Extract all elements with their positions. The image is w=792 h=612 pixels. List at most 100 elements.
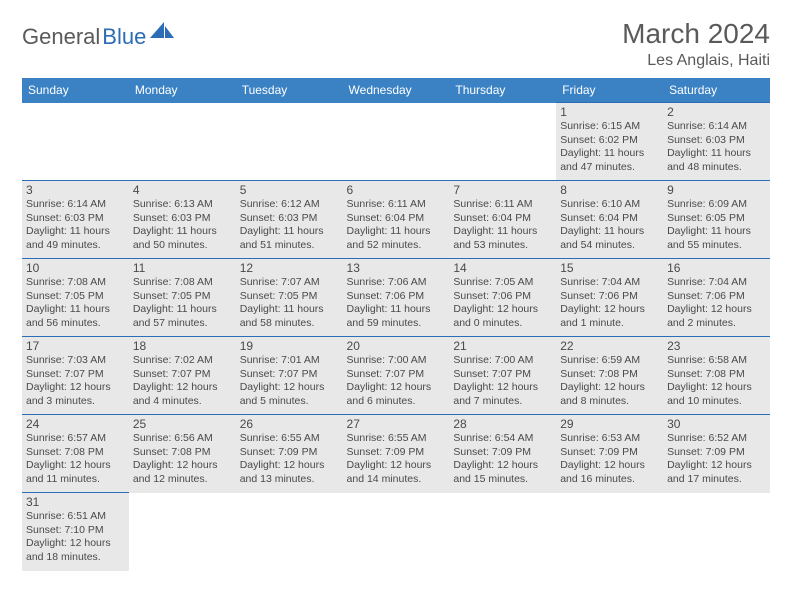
sunset-text: Sunset: 6:04 PM (453, 212, 552, 226)
daylight-text: Daylight: 12 hours and 16 minutes. (560, 459, 659, 486)
day-number: 26 (240, 417, 339, 431)
empty-cell (236, 103, 343, 181)
sunrise-text: Sunrise: 7:08 AM (133, 276, 232, 290)
day-number: 17 (26, 339, 125, 353)
day-number: 5 (240, 183, 339, 197)
day-number: 30 (667, 417, 766, 431)
daylight-text: Daylight: 11 hours and 50 minutes. (133, 225, 232, 252)
sunrise-text: Sunrise: 6:56 AM (133, 432, 232, 446)
day-info: Sunrise: 6:55 AMSunset: 7:09 PMDaylight:… (240, 432, 339, 487)
day-number: 28 (453, 417, 552, 431)
daylight-text: Daylight: 12 hours and 18 minutes. (26, 537, 125, 564)
daylight-text: Daylight: 11 hours and 51 minutes. (240, 225, 339, 252)
day-info: Sunrise: 6:52 AMSunset: 7:09 PMDaylight:… (667, 432, 766, 487)
day-cell-31: 31Sunrise: 6:51 AMSunset: 7:10 PMDayligh… (22, 493, 129, 571)
day-info: Sunrise: 6:54 AMSunset: 7:09 PMDaylight:… (453, 432, 552, 487)
day-cell-24: 24Sunrise: 6:57 AMSunset: 7:08 PMDayligh… (22, 415, 129, 493)
daylight-text: Daylight: 11 hours and 48 minutes. (667, 147, 766, 174)
daylight-text: Daylight: 11 hours and 53 minutes. (453, 225, 552, 252)
sunset-text: Sunset: 6:05 PM (667, 212, 766, 226)
day-info: Sunrise: 6:15 AMSunset: 6:02 PMDaylight:… (560, 120, 659, 175)
day-cell-26: 26Sunrise: 6:55 AMSunset: 7:09 PMDayligh… (236, 415, 343, 493)
empty-cell (556, 493, 663, 571)
day-number: 6 (347, 183, 446, 197)
day-cell-28: 28Sunrise: 6:54 AMSunset: 7:09 PMDayligh… (449, 415, 556, 493)
daylight-text: Daylight: 12 hours and 15 minutes. (453, 459, 552, 486)
day-info: Sunrise: 7:03 AMSunset: 7:07 PMDaylight:… (26, 354, 125, 409)
day-info: Sunrise: 6:14 AMSunset: 6:03 PMDaylight:… (667, 120, 766, 175)
day-number: 12 (240, 261, 339, 275)
day-cell-16: 16Sunrise: 7:04 AMSunset: 7:06 PMDayligh… (663, 259, 770, 337)
day-cell-13: 13Sunrise: 7:06 AMSunset: 7:06 PMDayligh… (343, 259, 450, 337)
sunrise-text: Sunrise: 7:04 AM (560, 276, 659, 290)
sunset-text: Sunset: 7:09 PM (560, 446, 659, 460)
day-cell-2: 2Sunrise: 6:14 AMSunset: 6:03 PMDaylight… (663, 103, 770, 181)
sunrise-text: Sunrise: 6:11 AM (347, 198, 446, 212)
sunset-text: Sunset: 6:04 PM (347, 212, 446, 226)
day-number: 27 (347, 417, 446, 431)
day-number: 9 (667, 183, 766, 197)
sunset-text: Sunset: 6:04 PM (560, 212, 659, 226)
day-number: 4 (133, 183, 232, 197)
sunset-text: Sunset: 7:05 PM (26, 290, 125, 304)
calendar-table: SundayMondayTuesdayWednesdayThursdayFrid… (22, 78, 770, 571)
day-info: Sunrise: 6:13 AMSunset: 6:03 PMDaylight:… (133, 198, 232, 253)
day-cell-5: 5Sunrise: 6:12 AMSunset: 6:03 PMDaylight… (236, 181, 343, 259)
day-cell-14: 14Sunrise: 7:05 AMSunset: 7:06 PMDayligh… (449, 259, 556, 337)
sunset-text: Sunset: 7:06 PM (667, 290, 766, 304)
sunset-text: Sunset: 7:08 PM (560, 368, 659, 382)
day-cell-1: 1Sunrise: 6:15 AMSunset: 6:02 PMDaylight… (556, 103, 663, 181)
day-number: 7 (453, 183, 552, 197)
calendar-week-row: 31Sunrise: 6:51 AMSunset: 7:10 PMDayligh… (22, 493, 770, 571)
empty-cell (22, 103, 129, 181)
sunset-text: Sunset: 7:09 PM (240, 446, 339, 460)
sunrise-text: Sunrise: 7:05 AM (453, 276, 552, 290)
logo-text-part1: General (22, 24, 100, 50)
sunset-text: Sunset: 7:06 PM (560, 290, 659, 304)
sunrise-text: Sunrise: 7:01 AM (240, 354, 339, 368)
logo: GeneralBlue (22, 18, 176, 50)
daylight-text: Daylight: 11 hours and 59 minutes. (347, 303, 446, 330)
daylight-text: Daylight: 12 hours and 7 minutes. (453, 381, 552, 408)
sunset-text: Sunset: 6:02 PM (560, 134, 659, 148)
calendar-week-row: 1Sunrise: 6:15 AMSunset: 6:02 PMDaylight… (22, 103, 770, 181)
day-number: 15 (560, 261, 659, 275)
daylight-text: Daylight: 12 hours and 6 minutes. (347, 381, 446, 408)
day-number: 19 (240, 339, 339, 353)
daylight-text: Daylight: 11 hours and 47 minutes. (560, 147, 659, 174)
sunset-text: Sunset: 7:05 PM (240, 290, 339, 304)
day-cell-7: 7Sunrise: 6:11 AMSunset: 6:04 PMDaylight… (449, 181, 556, 259)
daylight-text: Daylight: 12 hours and 2 minutes. (667, 303, 766, 330)
sunrise-text: Sunrise: 7:00 AM (347, 354, 446, 368)
sunset-text: Sunset: 7:06 PM (347, 290, 446, 304)
sunrise-text: Sunrise: 6:58 AM (667, 354, 766, 368)
sunrise-text: Sunrise: 6:14 AM (26, 198, 125, 212)
daylight-text: Daylight: 12 hours and 10 minutes. (667, 381, 766, 408)
daylight-text: Daylight: 12 hours and 14 minutes. (347, 459, 446, 486)
day-number: 16 (667, 261, 766, 275)
day-number: 8 (560, 183, 659, 197)
day-number: 29 (560, 417, 659, 431)
day-number: 25 (133, 417, 232, 431)
day-info: Sunrise: 6:55 AMSunset: 7:09 PMDaylight:… (347, 432, 446, 487)
day-number: 13 (347, 261, 446, 275)
sunrise-text: Sunrise: 7:03 AM (26, 354, 125, 368)
empty-cell (236, 493, 343, 571)
sunset-text: Sunset: 7:07 PM (453, 368, 552, 382)
day-info: Sunrise: 7:02 AMSunset: 7:07 PMDaylight:… (133, 354, 232, 409)
calendar-week-row: 3Sunrise: 6:14 AMSunset: 6:03 PMDaylight… (22, 181, 770, 259)
day-cell-8: 8Sunrise: 6:10 AMSunset: 6:04 PMDaylight… (556, 181, 663, 259)
day-number: 31 (26, 495, 125, 509)
daylight-text: Daylight: 11 hours and 52 minutes. (347, 225, 446, 252)
sunrise-text: Sunrise: 6:10 AM (560, 198, 659, 212)
day-info: Sunrise: 7:04 AMSunset: 7:06 PMDaylight:… (560, 276, 659, 331)
day-info: Sunrise: 7:05 AMSunset: 7:06 PMDaylight:… (453, 276, 552, 331)
sunrise-text: Sunrise: 6:13 AM (133, 198, 232, 212)
empty-cell (129, 103, 236, 181)
day-info: Sunrise: 6:51 AMSunset: 7:10 PMDaylight:… (26, 510, 125, 565)
location-subtitle: Les Anglais, Haiti (622, 52, 770, 70)
day-info: Sunrise: 7:00 AMSunset: 7:07 PMDaylight:… (453, 354, 552, 409)
sunrise-text: Sunrise: 6:15 AM (560, 120, 659, 134)
day-header-saturday: Saturday (663, 78, 770, 103)
sunset-text: Sunset: 7:07 PM (26, 368, 125, 382)
